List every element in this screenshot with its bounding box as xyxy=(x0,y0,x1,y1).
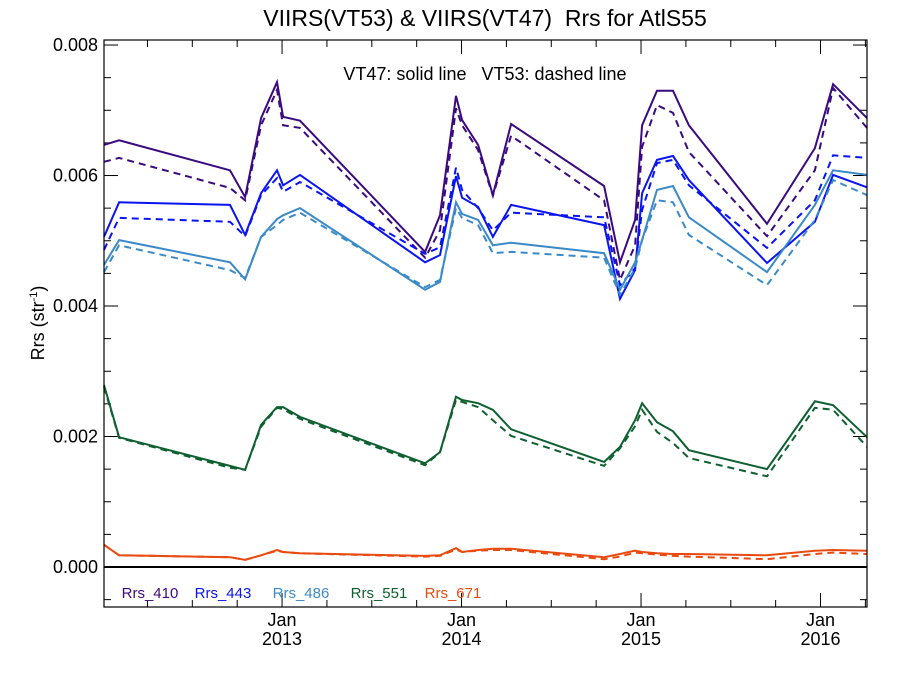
y-tick-label: 0.002 xyxy=(53,427,98,447)
series-lines xyxy=(103,78,868,561)
legend: Rrs_410 Rrs_443 Rrs_486 Rrs_551 Rrs_671 xyxy=(122,585,482,602)
x-tick-label-year: 2013 xyxy=(262,629,302,649)
x-tick-label-year: 2016 xyxy=(800,629,840,649)
x-tick-label-month: Jan xyxy=(627,610,656,630)
y-axis-label-text: Rrs (str xyxy=(28,301,48,360)
x-tick-label-year: 2014 xyxy=(442,629,482,649)
axis-ticks xyxy=(104,40,867,607)
series-line-rrs-551-dashed xyxy=(103,386,868,478)
series-line-rrs-671-solid xyxy=(103,543,868,561)
legend-item-rrs-486: Rrs_486 xyxy=(273,585,330,602)
y-tick-label: 0.000 xyxy=(53,557,98,577)
legend-item-rrs-551: Rrs_551 xyxy=(351,585,408,602)
tick-labels: 0.0000.0020.0040.0060.008Jan2013Jan2014J… xyxy=(53,35,841,649)
x-tick-label-month: Jan xyxy=(806,610,835,630)
series-line-rrs-551-solid xyxy=(103,384,868,471)
y-tick-label: 0.008 xyxy=(53,35,98,55)
legend-item-rrs-443: Rrs_443 xyxy=(195,585,252,602)
y-tick-label: 0.004 xyxy=(53,296,98,316)
x-tick-label-year: 2015 xyxy=(621,629,661,649)
line-style-annotation: VT47: solid line VT53: dashed line xyxy=(343,64,626,84)
legend-item-rrs-410: Rrs_410 xyxy=(122,585,179,602)
plot-frame xyxy=(103,39,868,608)
series-line-rrs-486-dashed xyxy=(103,178,868,298)
series-line-rrs-671-dashed xyxy=(103,543,868,561)
y-axis-label-superscript: -1 xyxy=(28,292,40,302)
legend-item-rrs-671: Rrs_671 xyxy=(425,585,482,602)
y-tick-label: 0.006 xyxy=(53,166,98,186)
chart-title: VIIRS(VT53) & VIIRS(VT47) Rrs for AtlS55 xyxy=(263,5,707,31)
x-tick-label-month: Jan xyxy=(447,610,476,630)
series-line-rrs-443-solid xyxy=(103,154,868,302)
y-axis-label: Rrs (str-1) xyxy=(28,286,48,361)
series-line-rrs-486-solid xyxy=(103,169,868,292)
series-line-rrs-410-dashed xyxy=(103,85,868,284)
x-tick-label-month: Jan xyxy=(268,610,297,630)
y-axis-label-close: ) xyxy=(28,286,48,292)
